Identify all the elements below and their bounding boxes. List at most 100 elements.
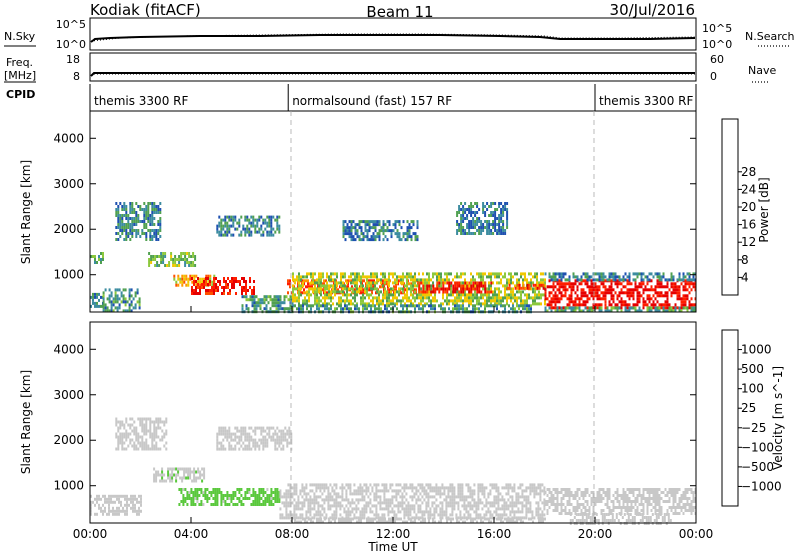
power-cell xyxy=(287,279,289,283)
velocity-cell xyxy=(171,473,174,477)
power-cell xyxy=(326,287,328,291)
power-cell xyxy=(261,301,264,305)
power-cell xyxy=(404,293,406,297)
velocity-cell xyxy=(238,491,241,494)
power-cell xyxy=(336,281,338,285)
power-cell xyxy=(626,291,629,295)
velocity-cell xyxy=(214,503,217,506)
velocity-cell xyxy=(165,479,168,483)
power-cell xyxy=(682,278,685,282)
power-cell xyxy=(558,272,561,276)
velocity-cell xyxy=(141,423,144,427)
velocity-cell xyxy=(453,501,456,505)
velocity-cell xyxy=(220,444,223,448)
power-cell xyxy=(598,303,601,307)
velocity-cell xyxy=(185,476,188,480)
power-cell xyxy=(448,293,450,297)
velocity-cell xyxy=(419,498,422,502)
velocity-cell xyxy=(365,492,368,496)
power-cell xyxy=(522,304,524,308)
velocity-cell xyxy=(232,447,235,451)
power-cell xyxy=(352,296,354,300)
power-cell xyxy=(122,288,125,292)
velocity-cell xyxy=(121,447,124,451)
velocity-cell xyxy=(285,504,288,508)
power-cell xyxy=(448,281,451,285)
power-cell xyxy=(180,258,183,261)
velocity-cell xyxy=(110,500,112,504)
power-cell xyxy=(263,298,266,302)
power-cell xyxy=(259,304,262,308)
velocity-cell xyxy=(301,489,304,493)
power-cell xyxy=(616,279,619,283)
power-cell xyxy=(620,288,623,292)
velocity-cell xyxy=(329,504,332,508)
velocity-cell xyxy=(307,507,310,511)
power-cell xyxy=(174,261,177,264)
power-cell xyxy=(338,296,340,300)
power-cell xyxy=(354,223,357,227)
power-cell xyxy=(402,281,404,285)
power-cell xyxy=(373,279,375,283)
velocity-cell xyxy=(248,488,251,491)
velocity-cell xyxy=(471,498,474,502)
power-cell xyxy=(414,296,416,300)
power-cell xyxy=(338,302,340,306)
velocity-cell xyxy=(353,501,356,505)
power-cell xyxy=(156,264,159,267)
velocity-cell xyxy=(407,510,410,514)
velocity-cell xyxy=(433,489,436,493)
velocity-cell xyxy=(191,470,194,474)
power-cell xyxy=(348,287,350,291)
power-cell xyxy=(386,229,389,233)
power-cell xyxy=(170,255,173,258)
velocity-cell xyxy=(399,489,402,493)
velocity-cell xyxy=(449,495,452,499)
velocity-cell xyxy=(347,510,350,514)
velocity-cell xyxy=(481,483,484,487)
power-cell xyxy=(524,286,527,290)
power-cell xyxy=(578,309,581,313)
velocity-cell xyxy=(264,500,267,503)
power-cell xyxy=(139,235,142,238)
velocity-cell xyxy=(274,494,277,497)
power-cell xyxy=(412,293,414,297)
power-cell xyxy=(684,285,687,289)
velocity-cell xyxy=(190,491,193,494)
power-cell xyxy=(598,285,601,289)
power-cell xyxy=(316,287,318,291)
velocity-cell xyxy=(187,470,190,474)
power-cell xyxy=(159,208,162,211)
velocity-cell xyxy=(317,513,320,517)
power-cell xyxy=(474,290,476,294)
velocity-cell xyxy=(357,492,360,496)
power-cell xyxy=(660,306,663,310)
power-cell xyxy=(157,208,160,211)
power-cell xyxy=(235,280,237,283)
power-cell xyxy=(117,205,120,208)
power-cell xyxy=(534,286,537,290)
power-cell xyxy=(476,290,479,294)
power-cell xyxy=(412,296,414,300)
power-cell xyxy=(370,281,372,285)
velocity-cell xyxy=(431,504,434,508)
power-cell xyxy=(646,282,649,286)
power-cell xyxy=(129,211,132,214)
power-cell xyxy=(686,272,689,276)
power-cell xyxy=(642,306,645,310)
velocity-cell xyxy=(282,435,285,439)
power-cell xyxy=(498,220,501,223)
velocity-cell xyxy=(419,486,422,490)
power-cell xyxy=(326,284,328,288)
velocity-cell xyxy=(305,510,308,514)
velocity-cell xyxy=(266,438,269,442)
power-cell xyxy=(548,285,551,289)
power-cell xyxy=(136,288,139,292)
power-cell xyxy=(580,291,583,295)
power-cell xyxy=(205,274,208,278)
power-cell xyxy=(90,295,92,299)
velocity-cell xyxy=(151,432,154,436)
velocity-cell xyxy=(287,495,290,499)
power-cell xyxy=(371,291,373,295)
power-cell xyxy=(378,278,380,282)
